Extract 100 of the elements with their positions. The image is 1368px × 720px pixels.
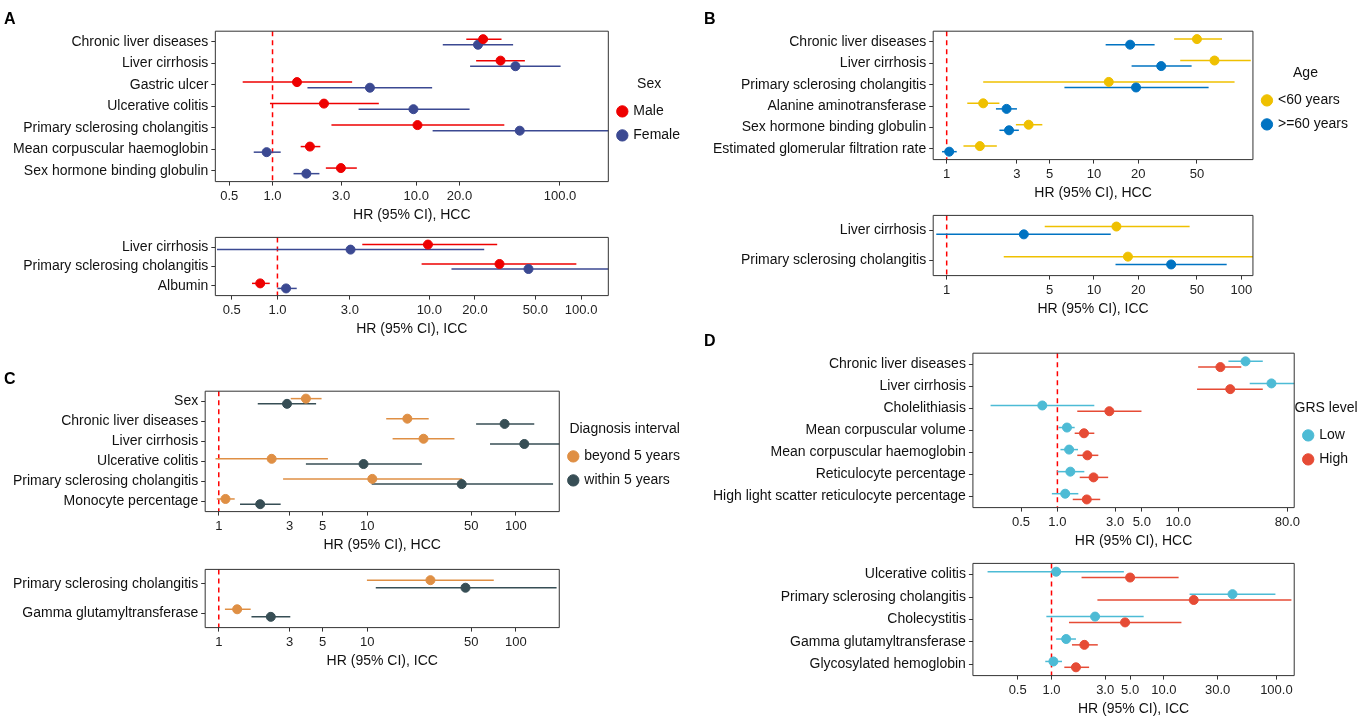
x-tick-label: 5.0 <box>1132 513 1151 529</box>
legend-label: within 5 years <box>583 471 670 488</box>
x-axis-title: HR (95% CI), ICC <box>326 652 438 669</box>
y-tick-label: Primary sclerosing cholangitis <box>12 472 199 489</box>
x-tick-label: 0.5 <box>222 301 241 317</box>
y-tick-label: Chronic liver diseases <box>789 32 927 49</box>
x-tick-label: 5 <box>318 517 327 533</box>
y-tick-label: Liver cirrhosis <box>111 432 199 449</box>
x-tick-label: 1.0 <box>263 187 282 203</box>
y-tick-label: Cholecystitis <box>887 610 966 627</box>
legend-label: Low <box>1319 426 1346 443</box>
x-tick-label: 10.0 <box>403 187 429 203</box>
x-tick-label: 20.0 <box>462 301 488 317</box>
x-tick-label: 10.0 <box>1165 513 1191 529</box>
x-tick-label: 0.5 <box>1008 681 1027 697</box>
y-tick-label: Primary sclerosing cholangitis <box>780 587 966 604</box>
x-tick-label: 20 <box>1131 165 1146 181</box>
x-tick-label: 5.0 <box>1121 681 1140 697</box>
x-tick-label: 1 <box>215 517 223 533</box>
text: B <box>704 10 716 28</box>
text: A <box>4 10 16 28</box>
text: D <box>704 332 716 350</box>
x-tick-label: 5 <box>318 633 327 649</box>
y-tick-label: Ulcerative colitis <box>97 452 199 469</box>
y-tick-label: Primary sclerosing cholangitis <box>741 251 927 268</box>
x-tick-label: 100.0 <box>1260 681 1293 697</box>
y-tick-label: Liver cirrhosis <box>839 54 927 71</box>
y-tick-label: Mean corpuscular haemoglobin <box>12 140 209 157</box>
y-tick-label: Albumin <box>157 276 209 293</box>
legend-label: High <box>1319 450 1348 467</box>
x-tick-label: 1 <box>943 165 951 181</box>
legend-label: Female <box>633 126 681 143</box>
y-tick-label: Primary sclerosing cholangitis <box>741 75 927 92</box>
legend-label: Male <box>633 102 664 119</box>
legend-title: Diagnosis interval <box>569 420 680 437</box>
legend-title: Sex <box>637 75 662 92</box>
y-tick-label: Alanine aminotransferase <box>767 96 927 113</box>
x-tick-label: 3.0 <box>340 301 359 317</box>
x-tick-label: 100 <box>505 633 527 649</box>
x-axis-title: HR (95% CI), ICC <box>1037 300 1149 317</box>
x-tick-label: 5 <box>1046 165 1054 181</box>
x-tick-label: 100.0 <box>564 301 598 317</box>
y-tick-label: Reticulocyte percentage <box>815 465 967 482</box>
x-tick-label: 20.0 <box>446 187 473 203</box>
x-tick-label: 3.0 <box>1106 513 1125 529</box>
x-tick-label: 5 <box>1046 281 1054 297</box>
y-tick-label: Monocyte percentage <box>63 492 199 509</box>
x-tick-label: 0.5 <box>220 187 239 203</box>
y-tick-label: Liver cirrhosis <box>121 54 209 71</box>
x-tick-label: 50 <box>1189 281 1205 297</box>
x-axis-title: HR (95% CI), ICC <box>1077 700 1190 717</box>
y-tick-label: Liver cirrhosis <box>879 377 966 394</box>
x-tick-label: 50 <box>463 633 479 649</box>
x-axis-title: HR (95% CI), HCC <box>353 206 471 223</box>
y-tick-label: Ulcerative colitis <box>107 97 209 114</box>
x-tick-label: 100.0 <box>543 187 577 203</box>
y-tick-label: Liver cirrhosis <box>121 237 209 254</box>
text: C <box>4 370 16 388</box>
y-tick-label: High light scatter reticulocyte percentage <box>712 487 967 504</box>
x-tick-label: 10 <box>360 517 375 533</box>
y-tick-label: Chronic liver diseases <box>71 32 209 49</box>
x-tick-label: 50 <box>463 517 479 533</box>
x-axis-title: HR (95% CI), HCC <box>1074 532 1193 549</box>
legend-label: beyond 5 years <box>584 447 680 464</box>
x-tick-label: 1.0 <box>268 301 287 317</box>
x-tick-label: 10 <box>1086 165 1102 181</box>
y-tick-label: Primary sclerosing cholangitis <box>23 118 209 135</box>
y-tick-label: Chronic liver diseases <box>828 355 966 372</box>
y-tick-label: Sex hormone binding globulin <box>741 118 927 135</box>
legend-label: <60 years <box>1277 91 1340 108</box>
y-tick-label: Cholelithiasis <box>883 399 966 416</box>
y-tick-label: Primary sclerosing cholangitis <box>12 574 199 591</box>
x-axis-title: HR (95% CI), ICC <box>356 320 468 337</box>
x-tick-label: 10 <box>360 633 375 649</box>
y-tick-label: Mean corpuscular volume <box>805 421 967 438</box>
x-tick-label: 1.0 <box>1048 513 1067 529</box>
y-tick-label: Sex hormone binding globulin <box>23 161 209 178</box>
x-axis-title: HR (95% CI), HCC <box>323 536 441 553</box>
x-tick-label: 100 <box>1230 281 1253 297</box>
x-tick-label: 3.0 <box>1096 681 1115 697</box>
x-tick-label: 100 <box>505 517 527 533</box>
x-tick-label: 10 <box>1086 281 1102 297</box>
x-tick-label: 80.0 <box>1274 513 1301 529</box>
legend-title: GRS level <box>1294 399 1358 416</box>
x-axis-title: HR (95% CI), HCC <box>1034 184 1152 201</box>
x-tick-label: 3 <box>286 633 294 649</box>
x-tick-label: 10.0 <box>1151 681 1177 697</box>
x-tick-label: 1.0 <box>1042 681 1061 697</box>
y-tick-label: Glycosylated hemoglobin <box>809 655 966 672</box>
y-tick-label: Gamma glutamyltransferase <box>22 603 199 620</box>
y-tick-label: Gamma glutamyltransferase <box>790 632 967 649</box>
x-tick-label: 50 <box>1189 165 1205 181</box>
x-tick-label: 10.0 <box>416 301 442 317</box>
legend-label: >=60 years <box>1277 115 1349 132</box>
x-tick-label: 20 <box>1131 281 1146 297</box>
y-tick-label: Liver cirrhosis <box>839 221 927 238</box>
y-tick-label: Chronic liver diseases <box>61 412 199 429</box>
y-tick-label: Gastric ulcer <box>129 75 209 92</box>
x-tick-label: 1 <box>943 281 951 297</box>
x-tick-label: 1 <box>215 633 223 649</box>
